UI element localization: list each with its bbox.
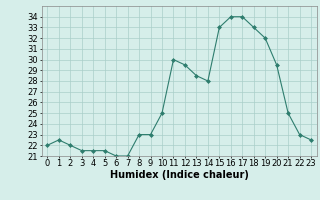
- X-axis label: Humidex (Indice chaleur): Humidex (Indice chaleur): [110, 170, 249, 180]
